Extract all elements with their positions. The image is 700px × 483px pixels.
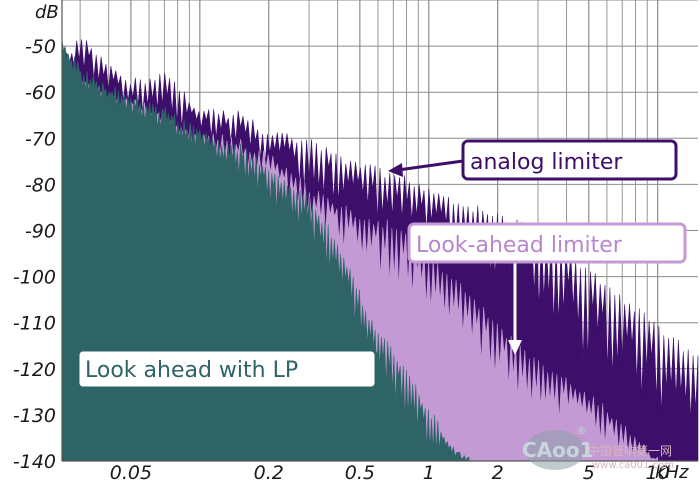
callout-look-ahead-limiter: Look-ahead limiter <box>407 222 687 355</box>
x-tick-label: 0.5 <box>345 462 375 483</box>
look-ahead-with-lp-label: Look ahead with LP <box>85 358 298 383</box>
y-tick-label: -140 <box>13 451 56 473</box>
watermark: CAoo1 ® 中国音响第一网 www.ca001.com <box>522 424 674 471</box>
analog-limiter-label: analog limiter <box>470 150 623 175</box>
plot-frame <box>61 0 698 462</box>
x-tick-label: 0.2 <box>254 462 284 483</box>
watermark-logo-disc <box>525 430 585 470</box>
x-tick-label: 0.05 <box>110 462 152 483</box>
watermark-logo: CAoo1 <box>522 438 594 462</box>
watermark-site-name: 中国音响第一网 <box>588 443 672 458</box>
y-tick-label: -90 <box>25 221 56 243</box>
callout-look-ahead-with-lp: Look ahead with LP <box>76 236 378 390</box>
y-unit-label: dB <box>35 2 59 23</box>
y-tick-label: -60 <box>25 82 56 104</box>
y-tick-label: -50 <box>25 36 56 58</box>
look-ahead-limiter-label: Look-ahead limiter <box>416 233 623 258</box>
x-tick-label: 1 <box>423 462 435 483</box>
watermark-registered: ® <box>576 424 587 437</box>
callout-analog-limiter: analog limiter <box>388 139 678 181</box>
y-tick-label: -120 <box>13 359 56 381</box>
x-axis-ticks: 0.05 0.2 0.5 1 2 5 10 <box>110 462 670 483</box>
y-tick-label: -80 <box>25 174 56 196</box>
y-tick-label: -130 <box>13 405 56 427</box>
y-tick-label: -100 <box>13 267 56 289</box>
x-tick-label: 10 <box>646 462 670 483</box>
watermark-site-url: www.ca001.com <box>592 460 674 471</box>
x-unit-label: kHz <box>655 462 689 483</box>
y-axis-ticks: -50 -60 -70 -80 -90 -100 -110 -120 -130 -140 <box>13 36 56 473</box>
y-tick-label: -110 <box>13 313 56 335</box>
x-tick-label: 5 <box>583 462 595 483</box>
y-tick-label: -70 <box>25 128 56 150</box>
x-tick-label: 2 <box>492 462 504 483</box>
